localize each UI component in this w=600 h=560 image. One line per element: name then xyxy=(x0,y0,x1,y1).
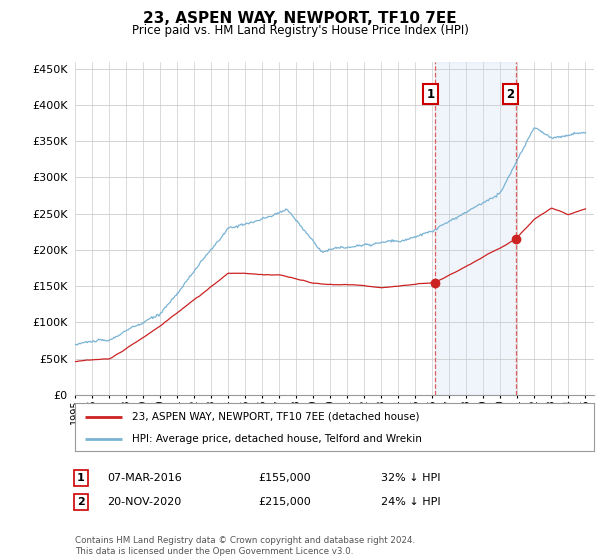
Text: 2: 2 xyxy=(506,88,515,101)
Text: 32% ↓ HPI: 32% ↓ HPI xyxy=(381,473,440,483)
Text: 24% ↓ HPI: 24% ↓ HPI xyxy=(381,497,440,507)
Text: £155,000: £155,000 xyxy=(258,473,311,483)
Text: 07-MAR-2016: 07-MAR-2016 xyxy=(107,473,182,483)
Text: 23, ASPEN WAY, NEWPORT, TF10 7EE (detached house): 23, ASPEN WAY, NEWPORT, TF10 7EE (detach… xyxy=(132,412,419,422)
Text: Contains HM Land Registry data © Crown copyright and database right 2024.
This d: Contains HM Land Registry data © Crown c… xyxy=(75,536,415,556)
Text: Price paid vs. HM Land Registry's House Price Index (HPI): Price paid vs. HM Land Registry's House … xyxy=(131,24,469,36)
Text: HPI: Average price, detached house, Telford and Wrekin: HPI: Average price, detached house, Telf… xyxy=(132,434,422,444)
Text: 23, ASPEN WAY, NEWPORT, TF10 7EE: 23, ASPEN WAY, NEWPORT, TF10 7EE xyxy=(143,11,457,26)
Text: 1: 1 xyxy=(77,473,85,483)
Text: 1: 1 xyxy=(426,88,434,101)
Text: 2: 2 xyxy=(77,497,85,507)
Bar xyxy=(436,62,516,395)
Text: 20-NOV-2020: 20-NOV-2020 xyxy=(107,497,181,507)
Text: £215,000: £215,000 xyxy=(258,497,311,507)
